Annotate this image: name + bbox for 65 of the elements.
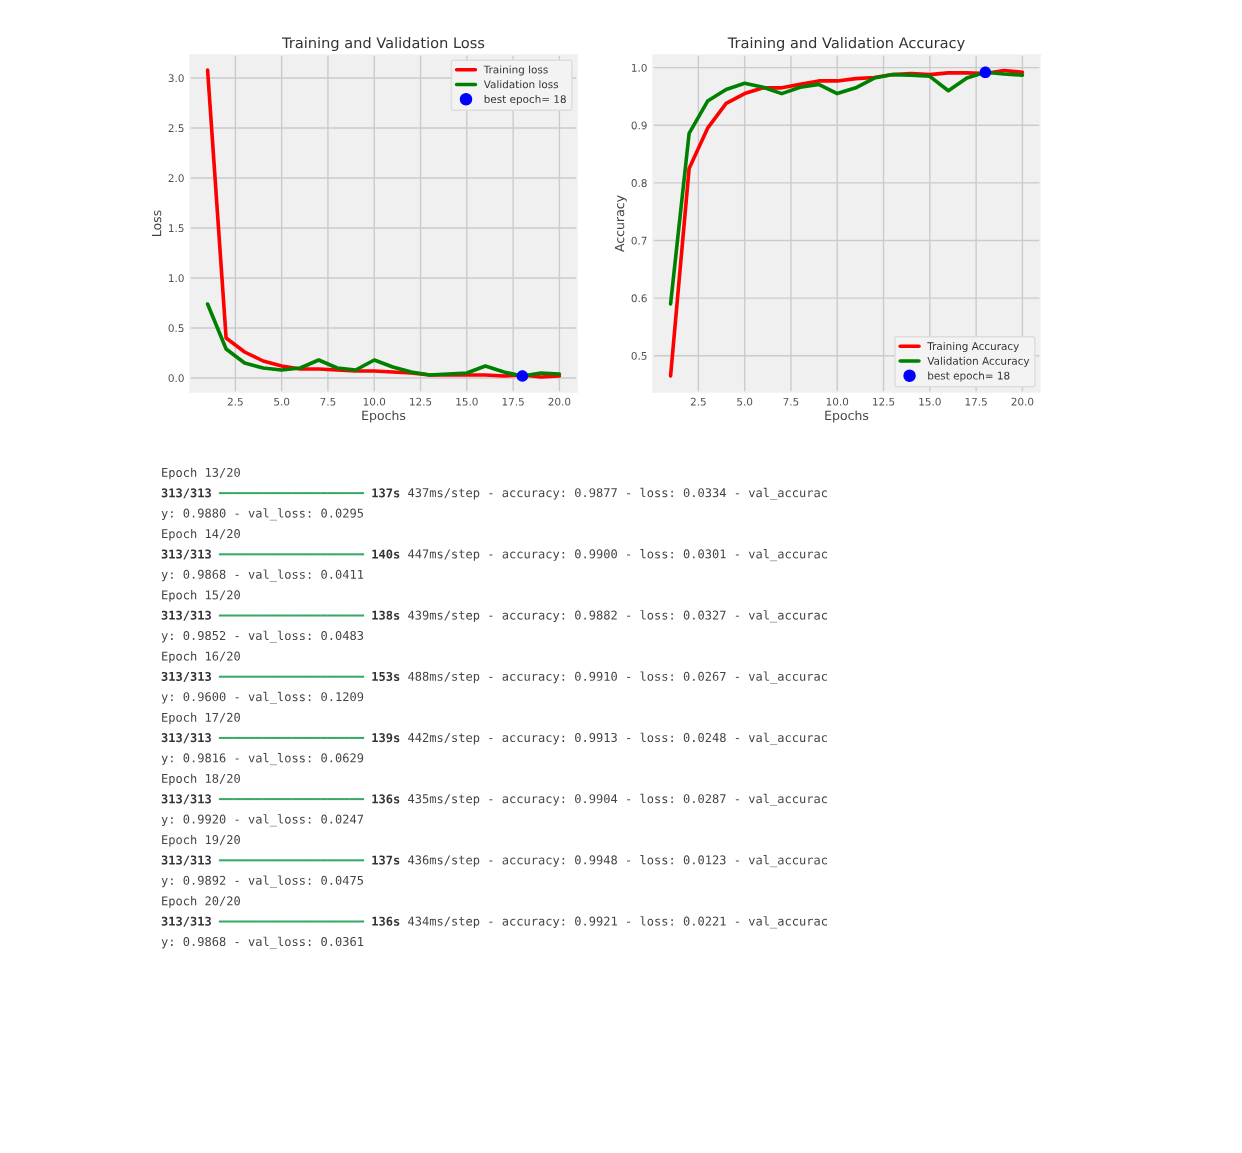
y-tick-label: 0.0 <box>168 374 184 383</box>
text: Epoch 17/20 <box>162 712 240 725</box>
text: y: 0.9880 - val_loss: 0.0295 <box>161 508 364 521</box>
legend-label: Validation loss <box>483 80 559 89</box>
x-tick-label: 20.0 <box>548 397 571 406</box>
y-tick-label: 0.6 <box>631 294 647 303</box>
y-axis-title: Loss <box>152 210 162 236</box>
x-tick-label: 15.0 <box>456 397 478 406</box>
x-tick-label: 2.5 <box>227 397 243 406</box>
text: Epoch 18/20 <box>162 773 240 786</box>
text: y: 0.9852 - val_loss: 0.0483 <box>161 630 364 643</box>
legend-label: best epoch= 18 <box>928 371 1010 382</box>
x-tick-label: 15.0 <box>919 397 941 406</box>
text: y: 0.9892 - val_loss: 0.0475 <box>161 875 364 888</box>
legend-label: Training loss <box>483 65 548 76</box>
y-tick-label: 3.0 <box>168 74 184 83</box>
text: y: 0.9920 - val_loss: 0.0247 <box>161 814 364 827</box>
x-axis-title: Epochs <box>362 410 406 423</box>
y-tick-label: 0.9 <box>631 121 647 130</box>
text: 313/313 ━━━━━━━━━━━━━━━━━━━━ 138s 439ms/step - accuracy: 0.9882 - loss: 0.0327 - val_accurac <box>161 610 827 623</box>
text: Epoch 20/20 <box>162 896 240 908</box>
text: y: 0.9868 - val_loss: 0.0361 <box>161 936 364 949</box>
x-tick-label: 10.0 <box>826 397 849 406</box>
x-tick-label: 10.0 <box>363 397 386 406</box>
x-tick-label: 5.0 <box>274 397 290 406</box>
y-tick-label: 0.5 <box>168 324 184 333</box>
x-tick-label: 17.5 <box>502 397 524 406</box>
y-tick-label: 0.8 <box>631 179 647 187</box>
text: Epoch 16/20 <box>162 651 240 663</box>
text: y: 0.9816 - val_loss: 0.0629 <box>161 753 364 766</box>
x-axis-title: Epochs <box>825 410 869 423</box>
x-tick-label: 20.0 <box>1011 397 1034 406</box>
y-tick-label: 1.0 <box>169 274 184 283</box>
legend-label: best epoch= 18 <box>484 94 566 106</box>
x-tick-label: 17.5 <box>965 397 987 406</box>
x-tick-label: 12.5 <box>410 397 432 406</box>
text: Epoch 15/20 <box>162 590 240 602</box>
text: 313/313 ━━━━━━━━━━━━━━━━━━━━ 140s 447ms/step - accuracy: 0.9900 - loss: 0.0301 - val_accurac <box>161 549 827 562</box>
text: 313/313 ━━━━━━━━━━━━━━━━━━━━ 136s 434ms/step - accuracy: 0.9921 - loss: 0.0221 - val_accurac <box>161 916 827 929</box>
text: y: 0.9868 - val_loss: 0.0411 <box>161 569 364 582</box>
x-tick-label: 7.5 <box>783 397 799 406</box>
legend-label: Training Accuracy <box>927 341 1019 353</box>
text: 313/313 ━━━━━━━━━━━━━━━━━━━━ 137s 436ms/step - accuracy: 0.9948 - loss: 0.0123 - val_accurac <box>161 855 827 868</box>
y-tick-label: 1.0 <box>632 63 647 72</box>
text: Epoch 13/20 <box>162 467 240 480</box>
y-tick-label: 2.5 <box>168 124 184 133</box>
y-axis-title: Accuracy <box>615 195 627 252</box>
text: Epoch 19/20 <box>162 834 240 847</box>
x-tick-label: 7.5 <box>320 397 336 406</box>
text: 313/313 ━━━━━━━━━━━━━━━━━━━━ 139s 442ms/step - accuracy: 0.9913 - loss: 0.0248 - val_accurac <box>161 732 827 745</box>
x-tick-label: 5.0 <box>737 397 753 406</box>
text: Epoch 14/20 <box>162 528 240 541</box>
text: 313/313 ━━━━━━━━━━━━━━━━━━━━ 137s 437ms/step - accuracy: 0.9877 - loss: 0.0334 - val_accurac <box>161 487 827 500</box>
y-tick-label: 1.5 <box>169 224 184 233</box>
y-tick-label: 0.5 <box>631 351 647 360</box>
chart-title: Training and Validation Loss <box>282 36 485 52</box>
text: 313/313 ━━━━━━━━━━━━━━━━━━━━ 153s 488ms/step - accuracy: 0.9910 - loss: 0.0267 - val_accurac <box>161 671 827 684</box>
text: 313/313 ━━━━━━━━━━━━━━━━━━━━ 136s 435ms/step - accuracy: 0.9904 - loss: 0.0287 - val_accurac <box>161 793 827 806</box>
chart-title: Training and Validation Accuracy <box>727 36 965 52</box>
text: y: 0.9600 - val_loss: 0.1209 <box>161 691 364 704</box>
x-tick-label: 12.5 <box>873 397 895 406</box>
x-tick-label: 2.5 <box>690 397 706 406</box>
y-tick-label: 0.7 <box>631 236 647 245</box>
legend-label: Validation Accuracy <box>927 356 1030 367</box>
y-tick-label: 2.0 <box>168 174 184 183</box>
